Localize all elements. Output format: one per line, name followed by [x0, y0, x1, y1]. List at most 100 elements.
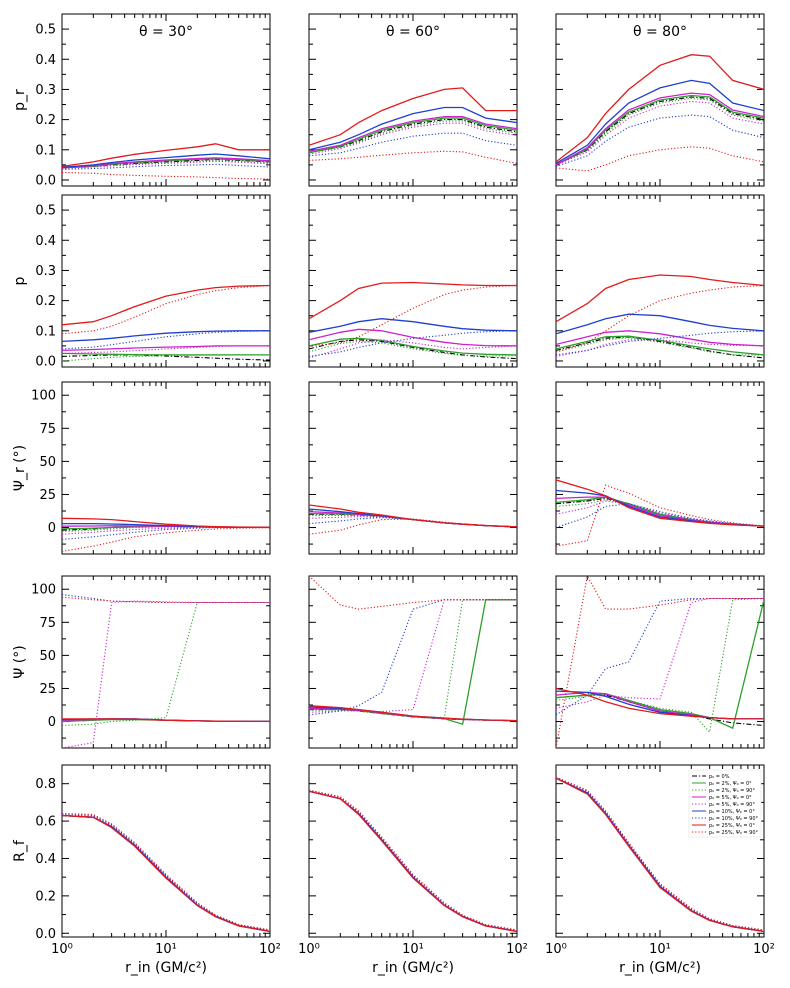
x-axis-label: r_in (GM/c²) [125, 960, 207, 976]
legend-label: p₀ = 25%, Ψ₀ = 0° [709, 823, 755, 829]
series-line-p0_2_psi0 [309, 117, 517, 154]
series-group [62, 143, 270, 180]
series-line-p0_25_psi0 [556, 687, 764, 720]
series-line-p0_5_psi0 [309, 115, 517, 152]
y-tick-label: 25 [39, 488, 56, 503]
panel-r4-c2 [308, 575, 518, 749]
series-line-p0_2_psi0 [309, 337, 517, 356]
x-tick-label: 10⁰ [545, 942, 567, 957]
row-ylabel: Ψ (°) [12, 645, 28, 678]
panel-r1-c2: θ = 60° [308, 13, 518, 187]
series-line-p0_10_psi90 [62, 330, 270, 350]
series-group [556, 576, 764, 748]
series-line-p0_2_psi0 [309, 599, 517, 726]
series-line-p0_5_psi90 [309, 599, 517, 713]
series-line-p0_10_psi0 [309, 790, 517, 933]
series-line-p0_5_psi0 [309, 790, 517, 933]
panel-r4-c3 [555, 575, 765, 749]
series-group [62, 517, 270, 552]
legend-label: p₀ = 10%, Ψ₀ = 0° [709, 809, 755, 815]
y-tick-label: 0.0 [35, 354, 56, 369]
series-line-p0_2_psi0 [556, 335, 764, 356]
series-line-p0_10_psi0 [556, 79, 764, 164]
legend-label: p₀ = 25%, Ψ₀ = 90° [709, 830, 759, 836]
series-line-p0_5_psi90 [309, 339, 517, 359]
y-tick-label: 0.1 [35, 324, 56, 339]
series-line-p0_10_psi90 [309, 789, 517, 932]
y-tick-label: 0.3 [35, 264, 56, 279]
panel-frame [555, 381, 765, 555]
x-tick-label: 10⁰ [298, 942, 320, 957]
series-line-p0_25_psi0 [556, 54, 764, 163]
series-line-p0_25_psi90 [62, 284, 270, 335]
y-tick-label: 100 [31, 389, 56, 404]
y-tick-label: 0 [48, 715, 56, 730]
series-line-p0_0 [309, 709, 517, 722]
column-title: θ = 60° [386, 24, 440, 40]
series-line-p0_2_psi90 [556, 97, 764, 166]
series-group [309, 576, 517, 726]
y-tick-label: 0.0 [35, 173, 56, 188]
series-line-p0_25_psi90 [556, 284, 764, 353]
panel-frame [61, 764, 271, 938]
row-ylabel: Ψ_r (°) [12, 445, 28, 491]
series-line-p0_2_psi90 [309, 120, 517, 154]
legend-label: p₀ = 5%, Ψ₀ = 90° [709, 802, 755, 808]
series-line-p0_0 [62, 354, 270, 361]
y-tick-label: 0.4 [35, 53, 56, 68]
legend-label: p₀ = 2%, Ψ₀ = 90° [709, 788, 755, 794]
series-line-p0_2_psi0 [309, 790, 517, 933]
series-line-p0_5_psi90 [556, 339, 764, 357]
series-line-p0_0 [62, 814, 270, 932]
legend-label: p₀ = 5%, Ψ₀ = 0° [709, 795, 752, 801]
series-line-p0_5_psi90 [556, 100, 764, 166]
y-tick-label: 0.5 [35, 23, 56, 38]
y-tick-label: 50 [39, 455, 56, 470]
series-line-p0_10_psi0 [309, 318, 517, 333]
series-line-p0_10_psi90 [556, 503, 764, 529]
series-line-p0_25_psi90 [309, 150, 517, 164]
series-line-p0_25_psi90 [556, 146, 764, 172]
series-line-p0_25_psi0 [556, 274, 764, 323]
series-line-p0_5_psi0 [309, 707, 517, 722]
series-line-p0_0 [309, 339, 517, 360]
y-tick-label: 0.2 [35, 113, 56, 128]
series-line-p0_10_psi0 [309, 106, 517, 151]
series-line-p0_10_psi90 [309, 599, 517, 716]
series-group [309, 87, 517, 164]
series-line-p0_0 [556, 96, 764, 166]
series-line-p0_10_psi0 [309, 508, 517, 528]
panel-frame [61, 194, 271, 368]
series-line-p0_10_psi90 [556, 330, 764, 356]
series-group [309, 281, 517, 360]
y-tick-label: 75 [39, 616, 56, 631]
x-tick-label: 10² [753, 942, 775, 957]
x-axis-label: r_in (GM/c²) [372, 960, 454, 976]
column-title: θ = 80° [633, 24, 687, 40]
series-line-p0_25_psi0 [309, 790, 517, 933]
series-line-p0_10_psi90 [309, 330, 517, 357]
series-line-p0_5_psi0 [556, 330, 764, 347]
y-tick-label: 0.8 [35, 777, 56, 792]
series-line-p0_2_psi0 [556, 599, 764, 730]
series-line-p0_25_psi0 [62, 517, 270, 528]
series-group [309, 504, 517, 535]
y-tick-label: 25 [39, 682, 56, 697]
series-line-p0_5_psi90 [556, 500, 764, 527]
y-tick-label: 50 [39, 649, 56, 664]
legend-box [688, 769, 762, 838]
panel-r2-c2 [308, 194, 518, 368]
y-tick-label: 0.2 [35, 889, 56, 904]
x-tick-label: 10⁰ [51, 942, 73, 957]
series-group [556, 54, 764, 172]
series-line-p0_10_psi0 [62, 153, 270, 168]
panel-r4-c1: 0 25 50 75 100 Ψ (°) [12, 575, 271, 749]
y-tick-label: 0.3 [35, 83, 56, 98]
series-line-p0_5_psi0 [62, 814, 270, 933]
series-line-p0_0 [556, 694, 764, 727]
panel-r2-c1: 0.0 0.1 0.2 0.3 0.4 0.5 p [12, 194, 271, 369]
series-line-p0_25_psi90 [309, 789, 517, 931]
series-line-p0_25_psi0 [309, 281, 517, 320]
series-line-p0_2_psi0 [556, 94, 764, 166]
